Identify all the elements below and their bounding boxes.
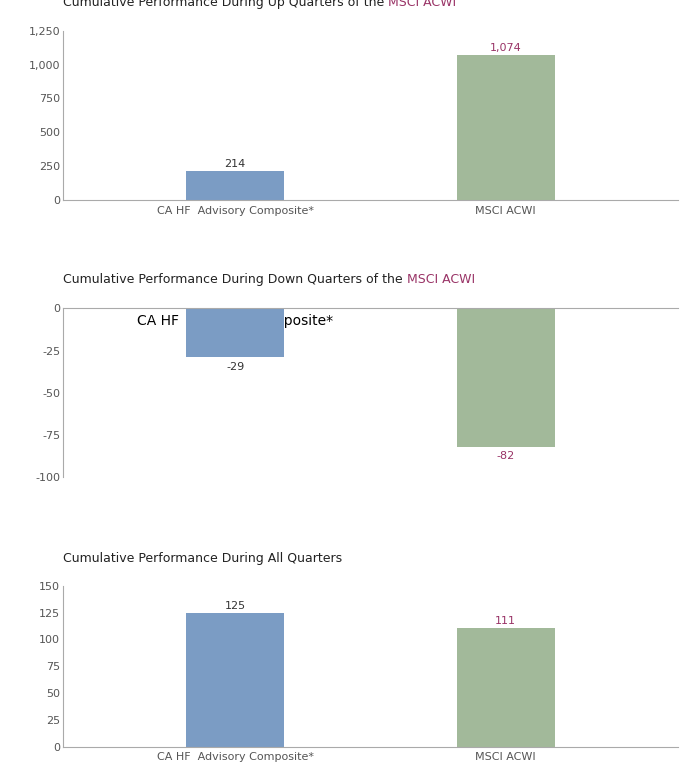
Text: 111: 111 [496,616,517,626]
Text: Cumulative Performance During All Quarters: Cumulative Performance During All Quarte… [63,552,342,564]
Text: 125: 125 [224,601,246,611]
Bar [456,628,555,747]
Text: Cumulative Performance During Up Quarters of the: Cumulative Performance During Up Quarter… [63,0,388,8]
Text: 1,074: 1,074 [490,42,521,52]
Text: -82: -82 [497,451,515,461]
Text: 214: 214 [224,159,246,169]
Bar [456,55,555,200]
Bar [186,613,284,747]
Text: MSCI ACWI: MSCI ACWI [407,273,475,286]
Text: -29: -29 [226,362,244,372]
Bar [186,171,284,200]
Bar [186,308,284,357]
Text: MSCI ACWI: MSCI ACWI [388,0,456,8]
Bar [456,308,555,447]
Text: Cumulative Performance During Down Quarters of the: Cumulative Performance During Down Quart… [63,273,407,286]
